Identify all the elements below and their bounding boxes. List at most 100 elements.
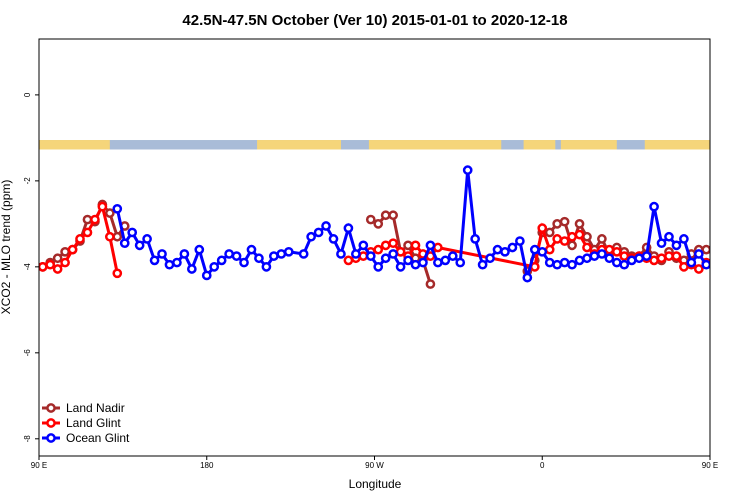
- data-point: [60, 257, 70, 268]
- data-point: [216, 255, 227, 266]
- data-point: [336, 249, 346, 259]
- data-point: [507, 242, 518, 253]
- data-point: [410, 259, 421, 270]
- data-point: [619, 251, 630, 261]
- data-point: [313, 227, 324, 238]
- land-segment: [523, 140, 556, 150]
- legend-label: Land Nadir: [66, 401, 125, 415]
- data-point: [410, 240, 421, 251]
- data-point: [373, 244, 384, 255]
- legend-entry: Ocean Glint: [42, 431, 130, 445]
- data-point: [231, 251, 242, 261]
- data-point: [567, 240, 577, 251]
- data-point: [671, 240, 682, 251]
- data-point: [395, 261, 406, 272]
- legend-label: Land Glint: [66, 416, 121, 430]
- data-point: [529, 244, 540, 255]
- y-tick-label: -6: [23, 349, 32, 357]
- y-tick-label: -8: [23, 435, 32, 443]
- x-tick-label: 90 E: [31, 461, 47, 470]
- data-point: [515, 236, 525, 246]
- data-point: [179, 249, 190, 259]
- data-point: [201, 270, 212, 281]
- data-point: [433, 257, 443, 268]
- data-point: [403, 255, 413, 266]
- data-point: [671, 251, 682, 261]
- data-point: [686, 257, 697, 268]
- data-point: [395, 246, 406, 257]
- data-point: [254, 253, 264, 264]
- x-tick-label: 90 E: [702, 461, 718, 470]
- series-layer: [39, 165, 710, 289]
- data-point: [261, 261, 272, 272]
- x-tick-label: 0: [540, 461, 545, 470]
- data-point: [559, 216, 570, 227]
- data-point: [403, 240, 413, 251]
- data-point: [373, 261, 384, 272]
- data-point: [52, 264, 63, 274]
- data-point: [544, 244, 555, 255]
- data-point: [477, 259, 488, 270]
- data-point: [246, 244, 257, 255]
- data-point: [343, 223, 354, 234]
- data-point: [537, 246, 548, 257]
- data-point: [104, 208, 115, 218]
- data-point: [343, 255, 354, 266]
- data-point: [119, 238, 130, 249]
- data-point: [149, 255, 160, 266]
- data-point: [485, 253, 495, 264]
- data-point: [276, 249, 287, 259]
- data-point: [604, 244, 615, 255]
- data-point: [634, 253, 645, 264]
- data-point: [544, 227, 555, 238]
- data-point: [82, 227, 93, 238]
- data-point: [67, 244, 78, 255]
- data-point: [574, 229, 585, 240]
- data-point: [388, 249, 398, 259]
- series-ocean-glint: [112, 165, 710, 283]
- data-point: [380, 210, 391, 221]
- data-point: [649, 255, 659, 266]
- data-point: [298, 249, 309, 259]
- data-point: [664, 251, 674, 261]
- data-point: [597, 234, 607, 244]
- x-axis-label: Longitude: [349, 477, 402, 491]
- data-point: [619, 259, 630, 270]
- data-point: [664, 231, 674, 242]
- data-point: [104, 231, 115, 242]
- data-point: [500, 246, 510, 257]
- data-point: [574, 219, 585, 229]
- land-segment: [257, 140, 341, 150]
- data-point: [626, 255, 637, 266]
- data-point: [373, 219, 384, 229]
- data-point: [321, 221, 331, 231]
- data-point: [269, 251, 279, 261]
- data-point: [358, 240, 369, 251]
- data-point: [693, 249, 704, 259]
- data-point: [582, 242, 592, 253]
- data-point: [358, 251, 369, 261]
- land-segment: [39, 140, 110, 150]
- data-point: [82, 214, 93, 225]
- y-axis-label: XCO2 - MLO trend (ppm): [0, 180, 13, 315]
- data-point: [112, 231, 123, 242]
- data-point: [425, 279, 436, 289]
- data-point: [679, 261, 689, 272]
- data-point: [544, 257, 555, 268]
- x-axis: 90 E 180 90 W 0 90 E: [31, 456, 718, 470]
- data-point: [134, 240, 145, 251]
- data-point: [60, 246, 70, 257]
- data-point: [693, 264, 704, 274]
- data-point: [45, 259, 56, 270]
- data-point: [75, 234, 85, 244]
- data-point: [127, 227, 138, 238]
- data-point: [365, 251, 376, 261]
- data-point: [447, 251, 458, 261]
- data-point: [559, 257, 570, 268]
- data-point: [552, 219, 563, 229]
- y-tick-label: -4: [23, 263, 32, 271]
- data-point: [157, 249, 167, 259]
- data-point: [656, 238, 667, 249]
